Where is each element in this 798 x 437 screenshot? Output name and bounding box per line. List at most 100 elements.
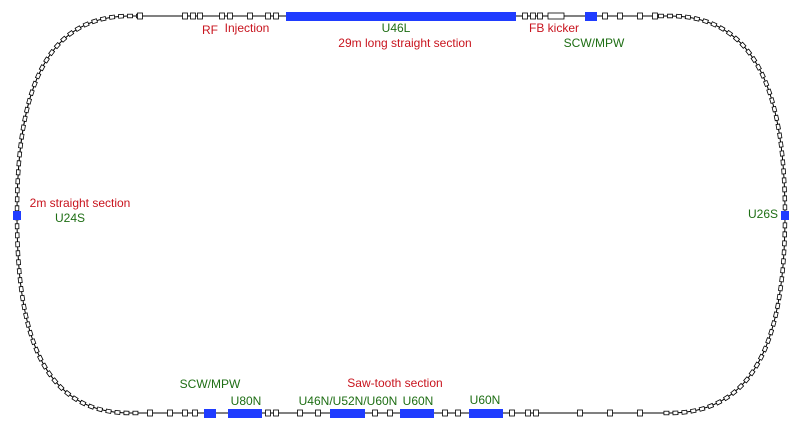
magnet — [64, 389, 72, 397]
magnet — [732, 35, 741, 43]
magnet — [748, 369, 756, 377]
magnet — [780, 267, 786, 274]
magnet — [227, 12, 233, 20]
magnet — [132, 410, 139, 416]
fb-kicker — [547, 12, 565, 20]
magnet — [690, 408, 697, 414]
magnet — [137, 12, 143, 20]
magnet — [37, 354, 44, 362]
magnet — [743, 376, 751, 384]
magnet — [530, 12, 536, 20]
magnet — [778, 285, 784, 292]
magnet — [736, 382, 745, 391]
magnet — [74, 25, 82, 32]
magnet — [710, 21, 718, 28]
magnet — [15, 250, 21, 257]
insertion-device — [585, 12, 597, 21]
magnet — [782, 186, 787, 193]
magnet — [533, 409, 539, 417]
insertion-device — [228, 409, 262, 418]
magnet — [667, 13, 673, 19]
magnet — [15, 169, 21, 176]
insertion-device — [400, 409, 434, 418]
magnet — [522, 12, 528, 20]
magnet — [247, 12, 253, 20]
magnet — [265, 12, 271, 20]
magnet — [21, 303, 27, 311]
magnet — [265, 409, 271, 417]
magnet — [774, 302, 781, 310]
magnet — [18, 285, 24, 293]
magnet — [782, 231, 788, 238]
magnet — [722, 394, 731, 402]
magnet — [20, 124, 26, 131]
magnet — [782, 195, 788, 202]
orbit — [16, 15, 786, 414]
magnet — [707, 402, 715, 410]
magnet — [192, 409, 198, 417]
magnet — [725, 29, 734, 37]
magnet — [31, 80, 38, 88]
magnet — [455, 409, 461, 417]
magnet — [776, 293, 782, 301]
label: U46L — [382, 21, 411, 35]
magnet — [297, 409, 303, 417]
magnet — [60, 35, 68, 43]
magnet — [759, 71, 766, 79]
magnet — [99, 16, 107, 22]
magnet — [765, 337, 772, 345]
magnet — [577, 409, 583, 417]
insertion-device — [330, 409, 365, 418]
magnet — [123, 410, 130, 416]
magnet — [108, 14, 116, 20]
magnet — [18, 142, 24, 149]
magnet — [51, 377, 59, 385]
magnet — [127, 13, 133, 19]
label: U24S — [55, 211, 85, 225]
magnet — [273, 12, 279, 20]
magnet — [693, 16, 701, 22]
magnet — [781, 258, 786, 265]
magnet — [34, 72, 42, 80]
label: Saw-tooth section — [347, 376, 442, 390]
magnet — [663, 410, 670, 416]
magnet — [777, 132, 783, 139]
magnet — [15, 187, 20, 194]
magnet — [755, 63, 762, 71]
magnet — [87, 403, 95, 410]
magnet — [607, 409, 613, 417]
magnet — [45, 370, 53, 378]
magnet — [781, 168, 787, 175]
label: U26S — [748, 207, 778, 221]
magnet — [15, 178, 21, 185]
magnet — [778, 141, 784, 148]
magnet — [14, 196, 20, 203]
magnet — [17, 277, 23, 284]
magnet — [773, 114, 780, 122]
magnet — [147, 409, 153, 417]
magnet — [182, 12, 188, 20]
magnet — [17, 151, 23, 158]
magnet — [766, 88, 773, 96]
magnet — [675, 13, 683, 19]
magnet — [14, 205, 20, 212]
magnet — [702, 18, 709, 25]
magnets — [14, 12, 788, 417]
insertion-device — [781, 211, 789, 220]
magnet — [739, 41, 747, 49]
magnet — [79, 399, 87, 407]
magnet — [22, 115, 28, 123]
magnet — [730, 388, 738, 397]
magnet — [27, 329, 34, 337]
magnet — [25, 321, 31, 328]
magnet — [30, 338, 37, 346]
magnet — [38, 64, 46, 72]
magnet — [219, 12, 225, 20]
magnet — [19, 294, 26, 302]
magnet — [775, 123, 781, 131]
insertion-device — [204, 409, 216, 418]
magnet — [53, 41, 61, 50]
magnet — [118, 13, 125, 19]
magnet — [41, 362, 48, 370]
